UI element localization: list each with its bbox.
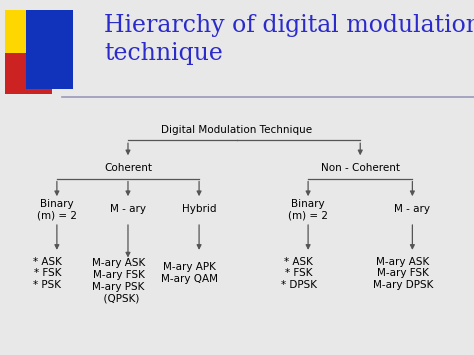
Bar — [5, 10, 52, 55]
Bar — [26, 10, 73, 89]
Text: M - ary: M - ary — [110, 204, 146, 214]
Text: M - ary: M - ary — [394, 204, 430, 214]
Text: M-ary ASK
M-ary FSK
M-ary DPSK: M-ary ASK M-ary FSK M-ary DPSK — [373, 257, 433, 290]
Text: Binary
(m) = 2: Binary (m) = 2 — [37, 198, 77, 220]
Text: M-ary ASK
M-ary FSK
M-ary PSK
  (QPSK): M-ary ASK M-ary FSK M-ary PSK (QPSK) — [92, 258, 145, 303]
Text: Non - Coherent: Non - Coherent — [321, 163, 400, 173]
Text: * ASK
* FSK
* DPSK: * ASK * FSK * DPSK — [281, 257, 317, 290]
Bar — [5, 53, 52, 94]
Text: * ASK
* FSK
* PSK: * ASK * FSK * PSK — [33, 257, 62, 290]
Text: Binary
(m) = 2: Binary (m) = 2 — [288, 198, 328, 220]
Text: Hybrid: Hybrid — [182, 204, 216, 214]
Text: Digital Modulation Technique: Digital Modulation Technique — [162, 125, 312, 135]
Text: Hierarchy of digital modulation
technique: Hierarchy of digital modulation techniqu… — [104, 14, 474, 65]
Text: M-ary APK
M-ary QAM: M-ary APK M-ary QAM — [161, 262, 218, 284]
Text: Coherent: Coherent — [104, 163, 152, 173]
